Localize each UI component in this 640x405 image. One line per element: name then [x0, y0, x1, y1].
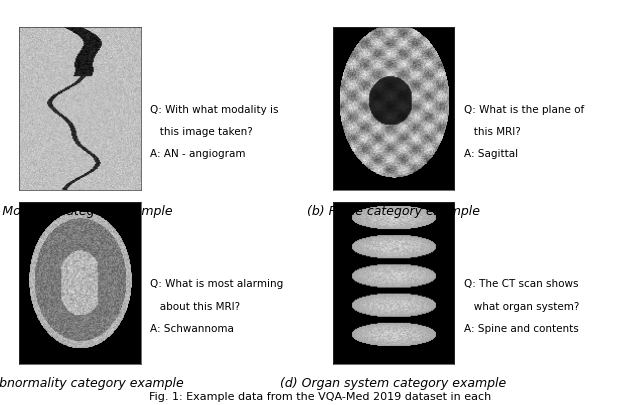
Text: (c) Abnormality category example: (c) Abnormality category example	[0, 376, 184, 389]
Text: (d) Organ system category example: (d) Organ system category example	[280, 376, 507, 389]
Text: (a) Modality category example: (a) Modality category example	[0, 204, 173, 217]
Text: Q: What is the plane of: Q: What is the plane of	[464, 104, 584, 114]
Text: this image taken?: this image taken?	[150, 127, 253, 136]
Text: A: Spine and contents: A: Spine and contents	[464, 323, 579, 333]
Text: about this MRI?: about this MRI?	[150, 301, 241, 311]
Text: A: Schwannoma: A: Schwannoma	[150, 323, 234, 333]
Text: Q: With what modality is: Q: With what modality is	[150, 104, 279, 114]
Text: Fig. 1: Example data from the VQA-Med 2019 dataset in each: Fig. 1: Example data from the VQA-Med 20…	[149, 391, 491, 401]
Text: A: Sagittal: A: Sagittal	[464, 149, 518, 159]
Text: (b) Plane category example: (b) Plane category example	[307, 204, 480, 217]
Text: this MRI?: this MRI?	[464, 127, 521, 136]
Text: what organ system?: what organ system?	[464, 301, 579, 311]
Text: Q: What is most alarming: Q: What is most alarming	[150, 279, 284, 288]
Text: Q: The CT scan shows: Q: The CT scan shows	[464, 279, 579, 288]
Text: A: AN - angiogram: A: AN - angiogram	[150, 149, 246, 159]
